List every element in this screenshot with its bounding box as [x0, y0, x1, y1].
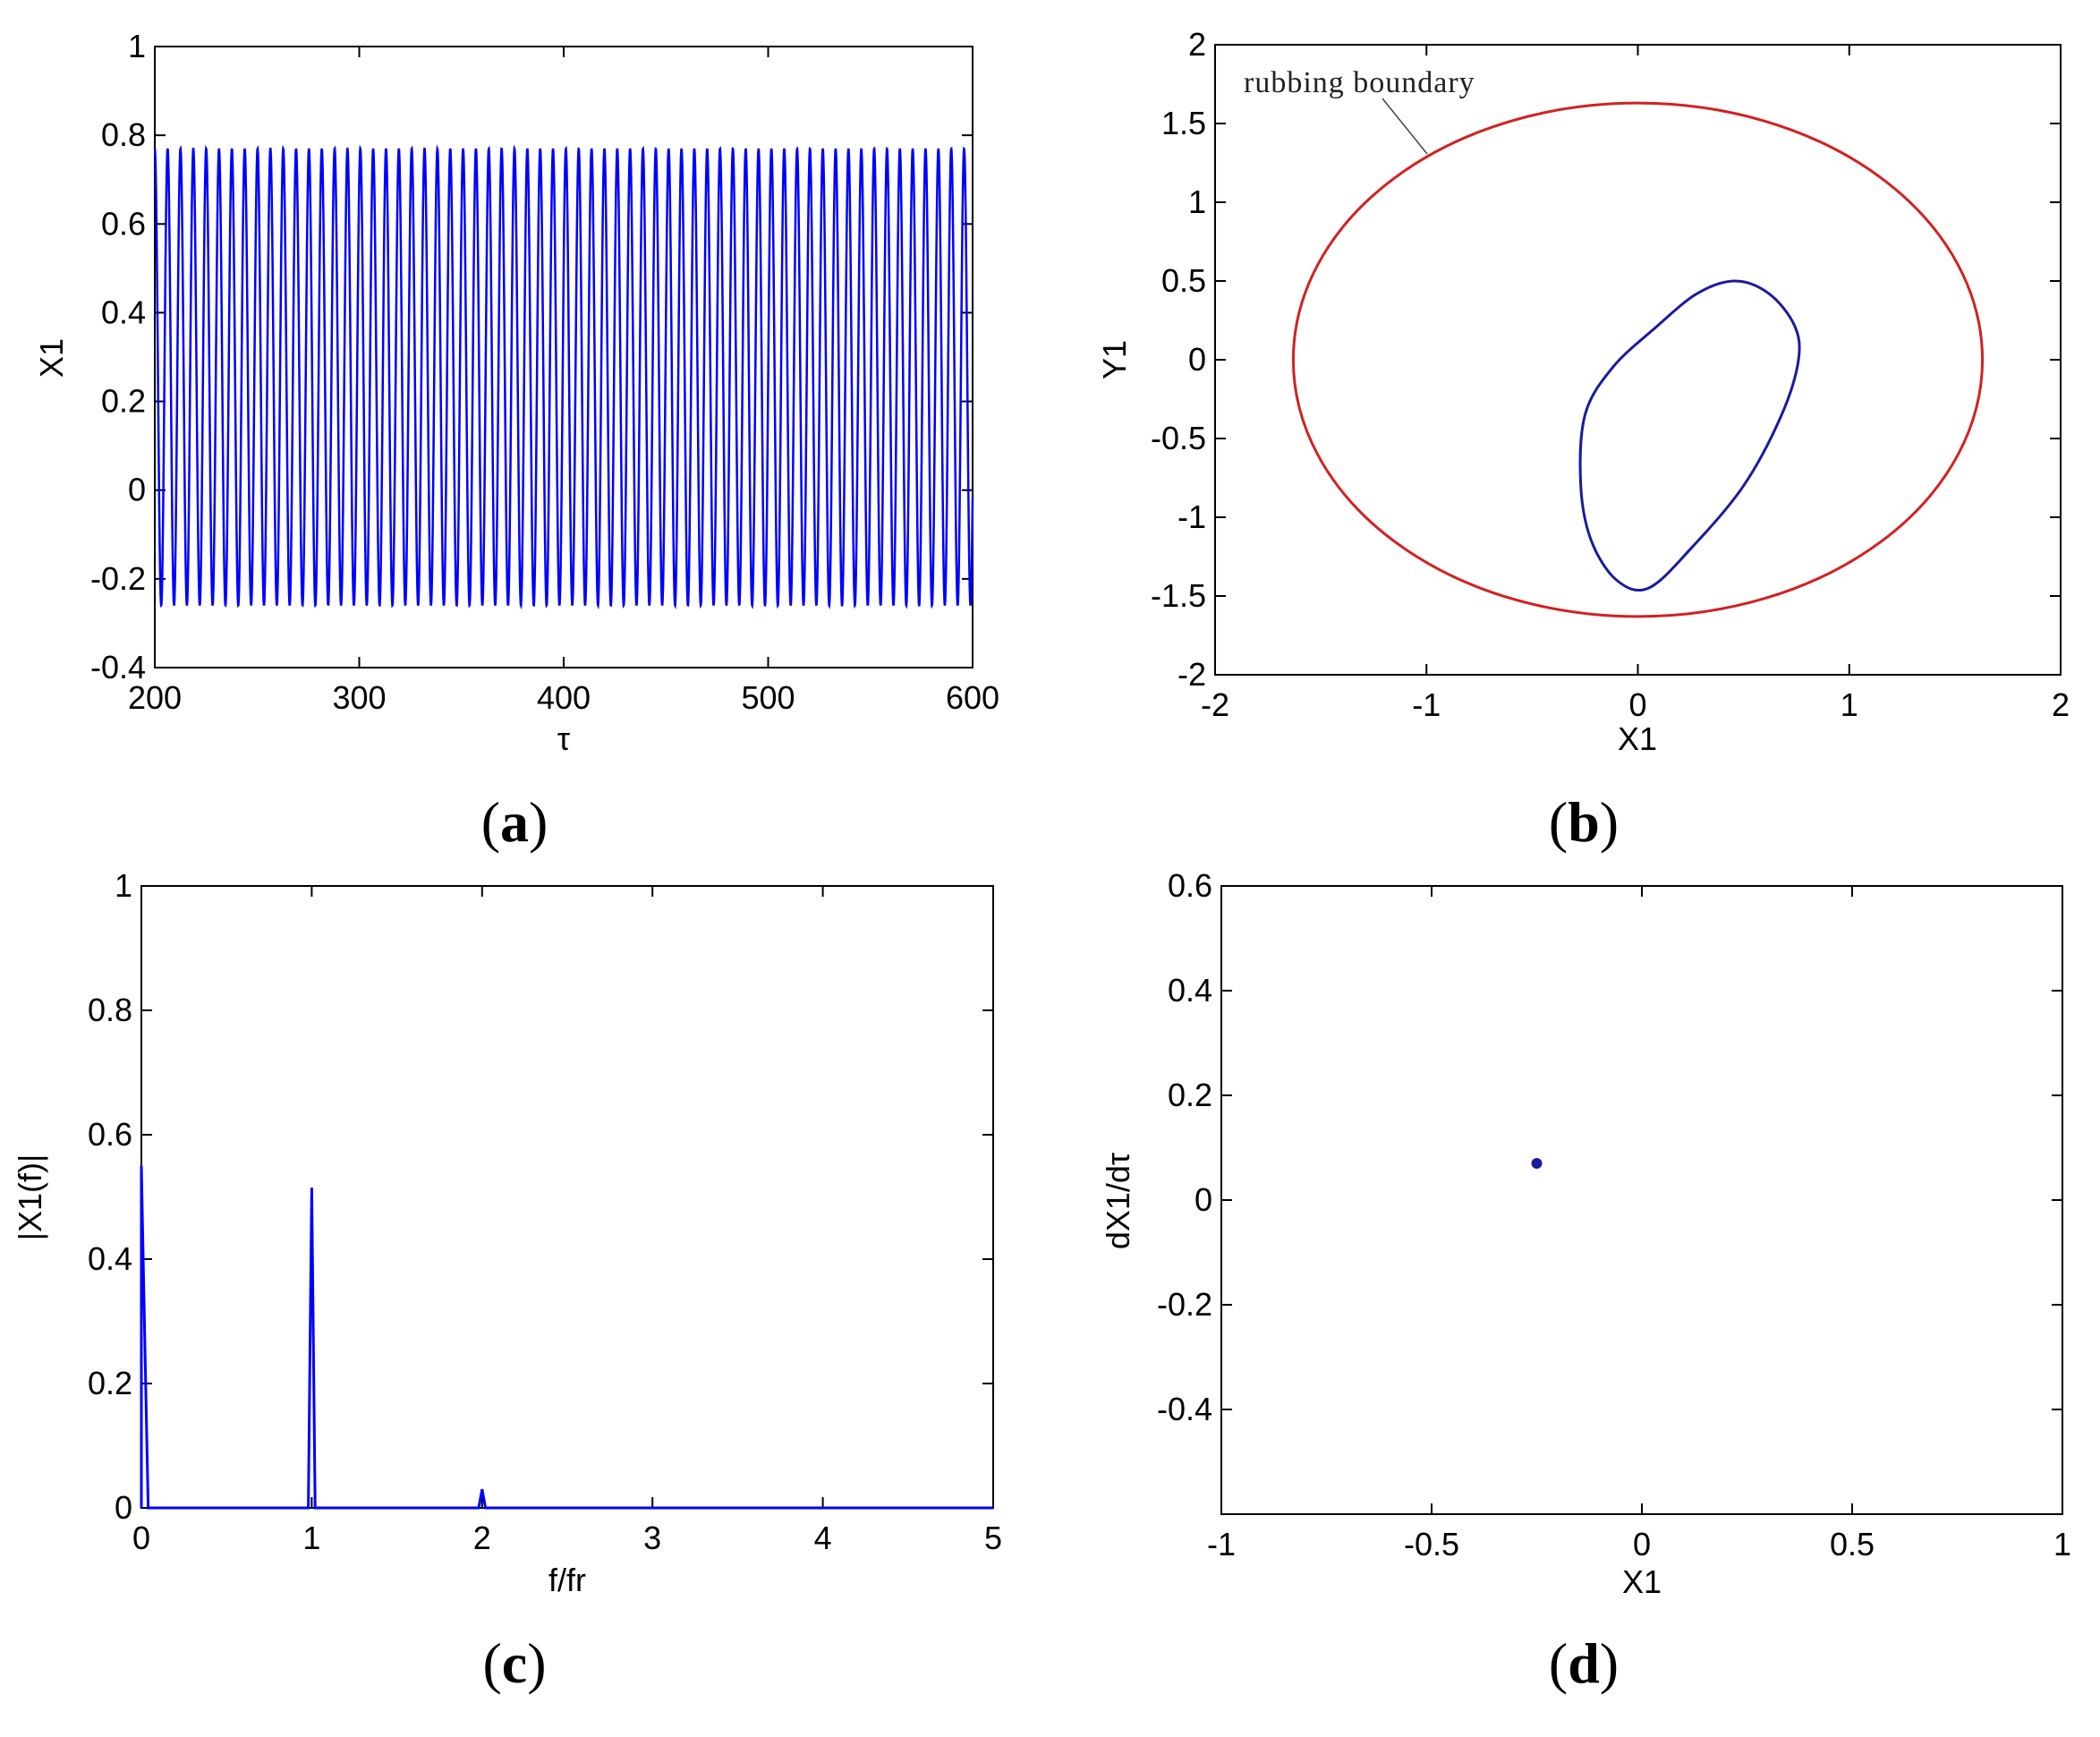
panel-b-caption-letter: b [1568, 790, 1600, 854]
panel-c: 0 1 2 3 4 5 0 0.2 0.4 0.6 0.8 1 f/fr |X1(f)| (c) [12, 867, 1002, 1695]
y-tick-label: 0 [1188, 341, 1206, 378]
panel-a-xticks: 200 300 400 500 600 [128, 47, 999, 716]
panel-a-yticks: -0.4 -0.2 0 0.2 0.4 0.6 0.8 1 [90, 28, 973, 685]
panel-c-yticks: 0 0.2 0.4 0.6 0.8 1 [88, 867, 993, 1526]
y-tick-label: -1.5 [1151, 577, 1206, 614]
panel-d-xlabel: X1 [1622, 1563, 1662, 1600]
panel-a-caption: (a) [481, 790, 548, 854]
x-tick-label: 4 [814, 1520, 832, 1556]
panel-a-caption-letter: a [500, 790, 529, 854]
panel-d-ylabel: dX1/dτ [1100, 1153, 1136, 1249]
panel-c-frame [140, 885, 994, 1509]
panel-b-orbit [1578, 279, 1801, 592]
panel-d-yticks: -0.4 -0.2 0 0.2 0.4 0.6 [1157, 867, 2062, 1427]
panel-a-xlabel: τ [557, 720, 570, 757]
y-tick-label: 0.5 [1161, 262, 1206, 299]
panel-b-rubbing-boundary [1291, 101, 1985, 618]
y-tick-label: 0.6 [1168, 867, 1212, 904]
panel-c-xticks: 0 1 2 3 4 5 [132, 886, 1002, 1556]
panel-d-points [1531, 1158, 1543, 1170]
y-tick-label: 1 [128, 28, 146, 64]
y-tick-label: 0 [115, 1489, 132, 1526]
y-tick-label: 1 [115, 867, 132, 904]
x-tick-label: 0 [1628, 686, 1646, 723]
panel-b-ylabel: Y1 [1096, 340, 1133, 379]
panel-d-xticks: -1 -0.5 0 0.5 1 [1207, 886, 2071, 1562]
x-tick-label: 3 [643, 1520, 661, 1556]
y-tick-label: 0.8 [101, 116, 146, 153]
y-tick-label: -1 [1178, 498, 1206, 535]
x-tick-label: 300 [332, 679, 386, 716]
y-tick-label: 1.5 [1161, 105, 1206, 141]
y-tick-label: -0.4 [1157, 1391, 1212, 1427]
x-tick-label: 500 [741, 679, 795, 716]
y-tick-label: 0.6 [88, 1116, 132, 1153]
y-tick-label: 0.4 [1168, 972, 1212, 1009]
panel-d-frame [1220, 885, 2063, 1515]
panel-b-xlabel: X1 [1618, 720, 1657, 757]
y-tick-label: -0.2 [1157, 1286, 1212, 1323]
x-tick-label: 1 [302, 1520, 320, 1556]
panel-b-xticks: -2 -1 0 1 2 [1201, 45, 2070, 723]
y-tick-label: -0.4 [90, 649, 146, 685]
y-tick-label: 2 [1188, 26, 1206, 63]
panel-d-caption: (d) [1549, 1631, 1619, 1695]
panel-b-annotation: rubbing boundary [1244, 66, 1475, 99]
x-tick-label: 5 [984, 1520, 1002, 1556]
panel-b: -2 -1 0 1 2 -2 -1.5 -1 -0.5 0 0.5 1 1.5 2 rubbing bo… [1096, 26, 2070, 854]
y-tick-label: -0.5 [1151, 420, 1206, 456]
panel-b-caption: (b) [1549, 790, 1619, 854]
x-tick-label: -1 [1412, 686, 1441, 723]
x-tick-label: -0.5 [1404, 1526, 1459, 1562]
x-tick-label: 2 [473, 1520, 491, 1556]
y-tick-label: 0.2 [1168, 1077, 1212, 1113]
x-tick-label: 600 [946, 679, 999, 716]
x-tick-label: 1 [2053, 1526, 2071, 1562]
y-tick-label: 0.2 [101, 383, 146, 420]
y-tick-label: 0.4 [88, 1240, 132, 1277]
y-tick-label: 0.6 [101, 205, 146, 242]
panel-b-annotation-leader [1382, 98, 1428, 155]
x-tick-label: 1 [1841, 686, 1858, 723]
panel-c-xlabel: f/fr [548, 1562, 586, 1598]
x-tick-label: 200 [128, 679, 182, 716]
x-tick-label: 400 [537, 679, 591, 716]
panel-a-series [153, 144, 974, 610]
y-tick-label: 0 [1195, 1181, 1212, 1218]
panel-b-yticks: -2 -1.5 -1 -0.5 0 0.5 1 1.5 2 [1151, 26, 2061, 693]
panel-d-caption-letter: d [1568, 1631, 1600, 1695]
panel-d: -1 -0.5 0 0.5 1 -0.4 -0.2 0 0.2 0.4 0.6 X1 dX1/dτ… [1100, 867, 2071, 1695]
panel-c-caption-letter: c [502, 1631, 527, 1695]
y-tick-label: 0.4 [101, 294, 146, 330]
y-tick-label: 0.8 [88, 992, 132, 1028]
x-tick-label: -2 [1201, 686, 1229, 723]
panel-a: 200 300 400 500 600 -0.4 -0.2 0 0.2 0.4 0.6 0.8 1 τ… [33, 28, 999, 854]
panel-c-series [140, 1165, 993, 1510]
panel-a-ylabel: X1 [33, 338, 70, 378]
panel-c-ylabel: |X1(f)| [12, 1154, 48, 1241]
x-tick-label: 0.5 [1830, 1526, 1875, 1562]
x-tick-label: 0 [1633, 1526, 1651, 1562]
poincare-point [1531, 1158, 1543, 1170]
y-tick-label: 0.2 [88, 1365, 132, 1401]
y-tick-label: 1 [1188, 183, 1206, 220]
panel-b-frame [1214, 44, 2062, 676]
x-tick-label: 2 [2052, 686, 2070, 723]
y-tick-label: -0.2 [90, 560, 146, 597]
x-tick-label: -1 [1207, 1526, 1236, 1562]
x-tick-label: 0 [132, 1520, 150, 1556]
panel-c-caption: (c) [482, 1631, 546, 1695]
y-tick-label: 0 [128, 472, 146, 508]
y-tick-label: -2 [1178, 656, 1206, 693]
